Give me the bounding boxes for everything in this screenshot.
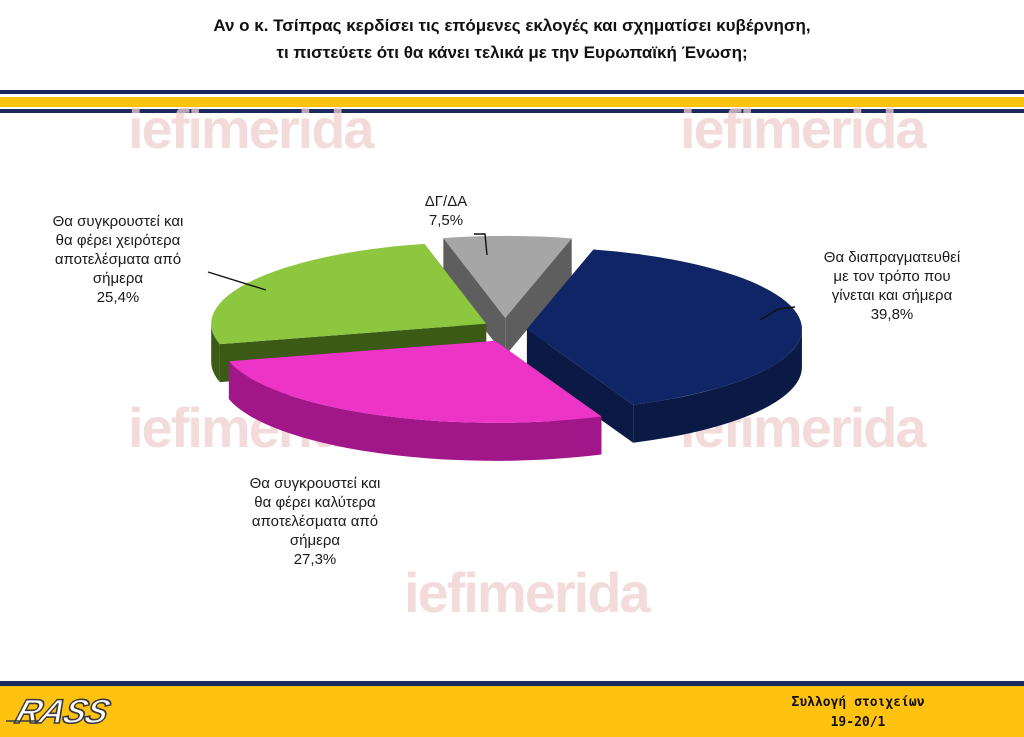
footer-stripe xyxy=(0,681,1024,686)
collection-label: Συλλογή στοιχείων xyxy=(791,695,925,710)
footer: RASS Συλλογή στοιχείων 19-20/1 xyxy=(0,681,1024,737)
slice-label-line: με τον τρόπο που xyxy=(833,268,950,285)
collection-dates: 19-20/1 xyxy=(830,715,886,730)
slice-label-line: ΔΓ/ΔΑ xyxy=(425,193,467,210)
rass-logo: RASS xyxy=(6,692,115,731)
slice-cut-face xyxy=(526,329,634,443)
slice-label-line: Θα συγκρουστεί και xyxy=(250,475,381,492)
title-line-1: Αν ο κ. Τσίπρας κερδίσει τις επόμενες εκ… xyxy=(213,16,811,35)
slice-top xyxy=(526,249,802,405)
leader-line xyxy=(207,271,267,291)
slice-label-line: Θα διαπραγματευθεί xyxy=(824,249,961,266)
slice-side xyxy=(633,329,802,443)
svg-text:RASS: RASS xyxy=(11,693,115,731)
slice-label-line: αποτελέσματα από xyxy=(55,251,181,268)
slice-cut-face xyxy=(443,238,506,356)
leader-line xyxy=(474,233,488,256)
slice-label-line: σήμερα xyxy=(290,532,340,549)
slice-side xyxy=(211,323,220,383)
slice-side xyxy=(228,361,602,461)
pie-slice xyxy=(228,340,602,461)
slice-value: 7,5% xyxy=(429,212,463,229)
title-line-2: τι πιστεύετε ότι θα κάνει τελικά με την … xyxy=(276,43,748,62)
slice-label-line: γίνεται και σήμερα xyxy=(832,287,953,304)
slice-label-line: θα φέρει καλύτερα xyxy=(254,494,376,511)
slice-label-line: Θα συγκρουστεί και xyxy=(53,213,184,230)
slice-label: ΔΓ/ΔΑ 7,5% xyxy=(425,193,467,229)
slice-cut-face xyxy=(505,238,572,356)
data-labels: Θα διαπραγματευθεί με τον τρόπο που γίνετα… xyxy=(53,193,961,568)
pie-slice xyxy=(443,235,572,356)
slice-label: Θα διαπραγματευθεί με τον τρόπο που γίνετα… xyxy=(824,249,961,323)
pie-slices xyxy=(211,235,802,461)
slice-label-line: αποτελέσματα από xyxy=(252,513,378,530)
slice-top xyxy=(443,235,572,318)
slice-value: 25,4% xyxy=(97,289,140,306)
slice-top xyxy=(228,340,602,423)
slice-top xyxy=(211,243,487,345)
collection-info: Συλλογή στοιχείων 19-20/1 xyxy=(768,693,948,733)
slice-value: 39,8% xyxy=(871,306,914,323)
leader-line xyxy=(759,306,796,321)
slice-label-line: θα φέρει χειρότερα xyxy=(56,232,181,249)
chart-title: Αν ο κ. Τσίπρας κερδίσει τις επόμενες εκ… xyxy=(0,12,1024,66)
slice-label: Θα συγκρουστεί και θα φέρει καλύτερα αποτε… xyxy=(250,475,381,568)
slice-label-line: σήμερα xyxy=(93,270,143,287)
header-stripe xyxy=(0,90,1024,113)
slice-value: 27,3% xyxy=(294,551,337,568)
slice-label: Θα συγκρουστεί και θα φέρει χειρότερα αποτ… xyxy=(53,213,184,306)
pie-slice xyxy=(526,249,802,443)
pie-chart: Θα διαπραγματευθεί με τον τρόπο που γίνετα… xyxy=(53,193,961,568)
